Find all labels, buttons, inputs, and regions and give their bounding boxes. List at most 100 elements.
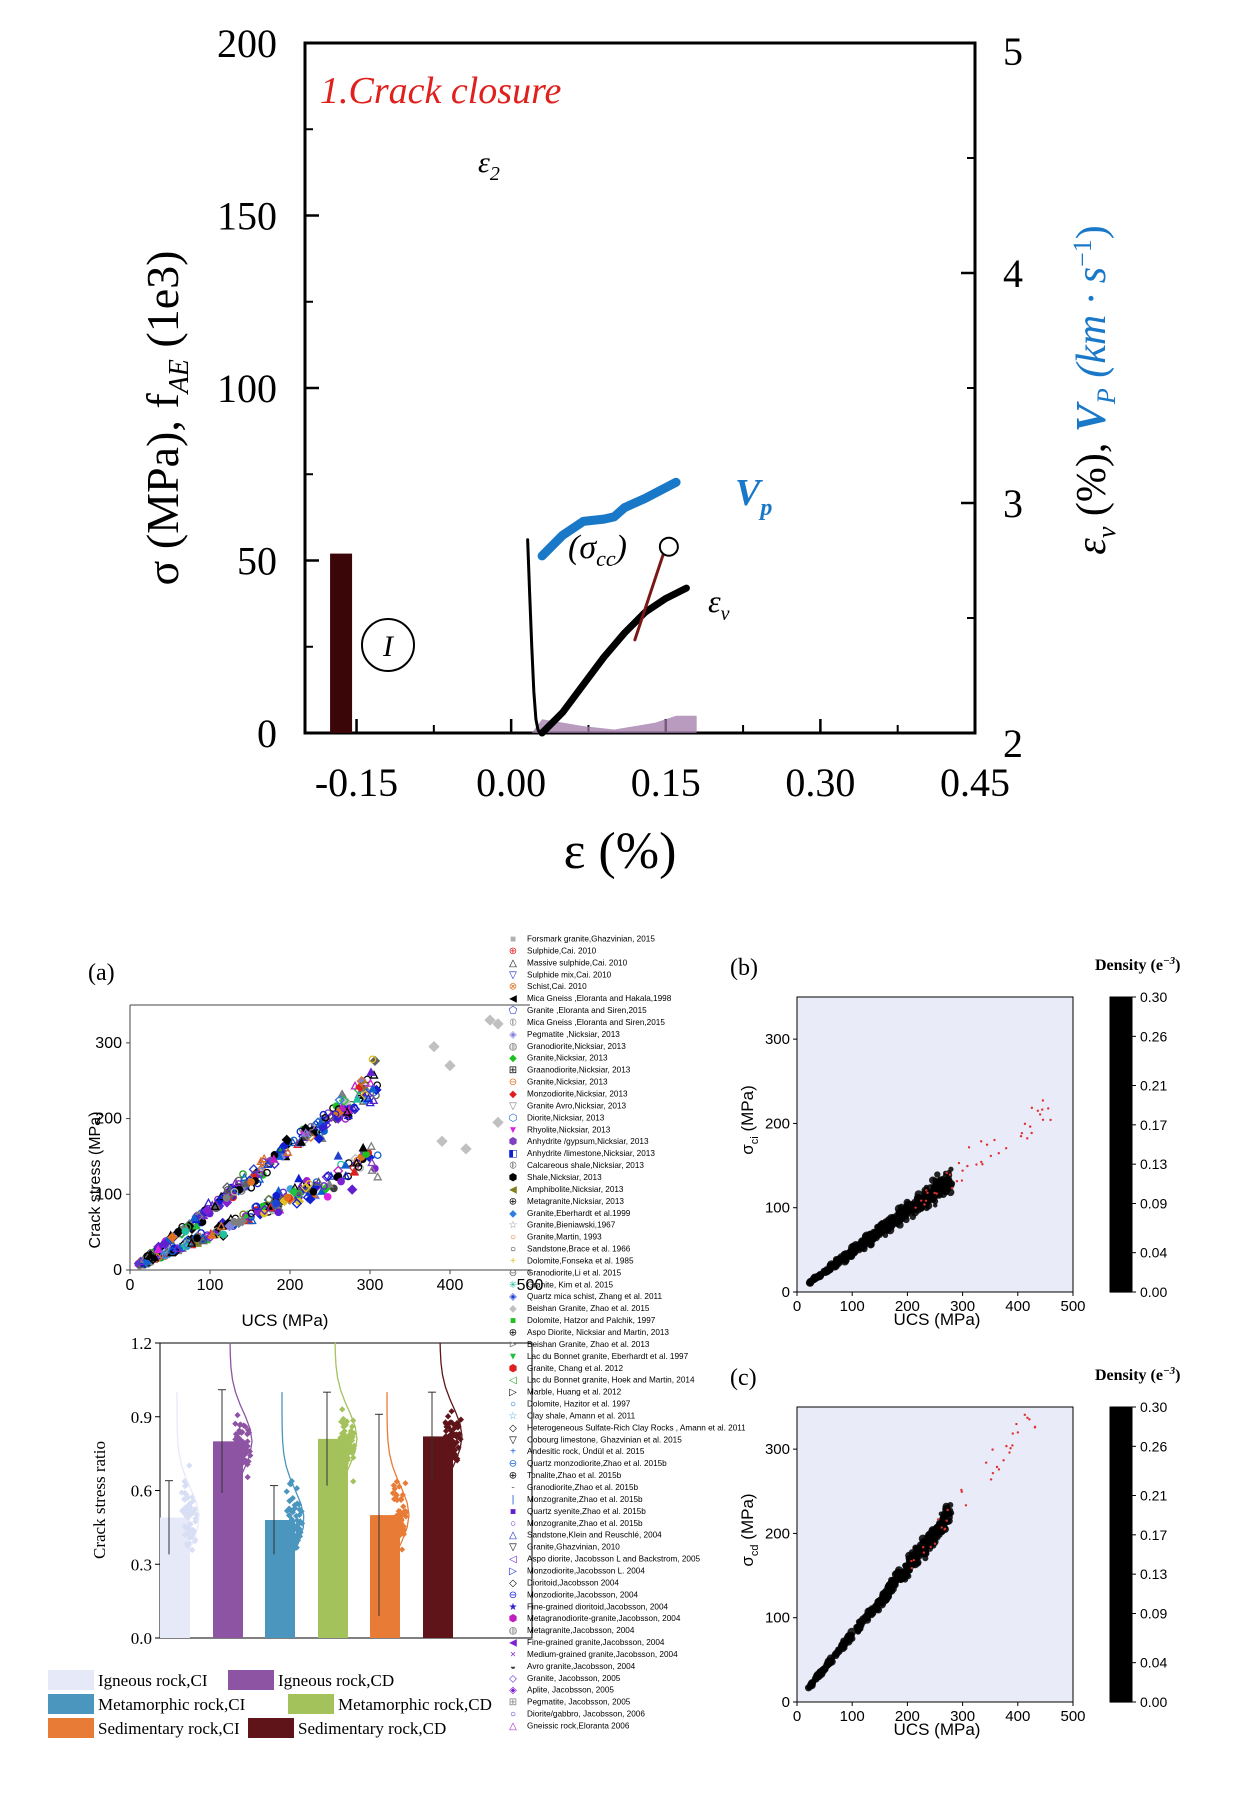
scatter-point <box>349 1103 361 1115</box>
ratio-point <box>342 1422 349 1429</box>
top-ytick-label: 100 <box>217 366 277 411</box>
scatter-point <box>373 1151 382 1160</box>
label-vp: Vp <box>735 472 772 521</box>
legend-source-label: Beishan Granite, Zhao et al. 2015 <box>527 1304 650 1313</box>
ratio-dist-curve <box>386 1392 410 1639</box>
legend-source-symbol: ▽ <box>509 970 517 981</box>
colorbar-segment <box>1110 1233 1132 1239</box>
colorbar-segment <box>1110 1421 1132 1428</box>
colorbar-segment <box>1110 1188 1132 1195</box>
top-strain-chart: -0.15 0.00 0.15 0.30 0.45 0 50 100 150 200 2 3 4 5 1.… <box>137 21 1121 880</box>
colorbar-segment <box>1110 1065 1132 1072</box>
density-outlier <box>1015 1422 1018 1426</box>
panel-a-ylabel: Crack stress (MPa) <box>87 1112 104 1249</box>
scatter-point <box>263 1168 271 1177</box>
panel-a-xtick-label: 200 <box>277 1277 304 1294</box>
density-xtick-label: 200 <box>895 1298 920 1315</box>
legend-source-symbol: ⊞ <box>509 1065 517 1076</box>
density-outlier <box>1030 1131 1033 1135</box>
ratio-bar <box>318 1438 348 1638</box>
colorbar-segment <box>1110 1510 1132 1516</box>
density-outlier <box>943 1528 946 1531</box>
scatter-point <box>366 1141 376 1150</box>
legend-source-symbol: △ <box>509 1721 517 1732</box>
density-outlier <box>960 1179 964 1182</box>
scatter-point <box>223 1186 232 1194</box>
colorbar-segment <box>1110 1515 1132 1521</box>
panel-a-scatter: (a) 0 100 200 300 400 500 0 100 200 300 UCS (MPa)… <box>87 960 543 1330</box>
legend-source-symbol: + <box>510 1256 516 1267</box>
density-cell <box>913 1197 921 1204</box>
colorbar-segment <box>1110 1134 1132 1141</box>
colorbar-segment <box>1110 1647 1132 1654</box>
ratio-point <box>389 1531 396 1538</box>
ratio-bar <box>265 1520 295 1638</box>
legend-source-symbol: ■ <box>510 1506 516 1517</box>
scatter-point <box>239 1172 249 1182</box>
colorbar-tick-label: 0.00 <box>1140 1694 1167 1710</box>
group-legend: Igneous rock,CI Igneous rock,CD Metamorphi… <box>48 1670 492 1738</box>
ratio-point <box>286 1497 293 1504</box>
legend-source-symbol: ◍ <box>509 1626 518 1637</box>
colorbar-segment <box>1110 1046 1132 1052</box>
colorbar-segment <box>1110 1031 1132 1037</box>
scatter-point <box>168 1247 177 1256</box>
colorbar-segment <box>1110 1070 1132 1077</box>
colorbar-segment <box>1110 1692 1132 1698</box>
legend-source-label: Dolomite,Fonseka et al. 1985 <box>527 1256 634 1265</box>
density-outlier <box>981 1163 984 1166</box>
panel-b-colorbar: 0.30 0.26 0.21 0.17 0.13 0.09 0.04 0.00 <box>1109 989 1167 1300</box>
ratio-point <box>349 1433 356 1441</box>
ratio-ytick-label: 0.6 <box>131 1482 152 1501</box>
colorbar-segment <box>1110 1144 1132 1151</box>
legend-source-symbol: ○ <box>510 1399 516 1410</box>
colorbar-segment <box>1110 1282 1132 1288</box>
colorbar-segment <box>1110 1682 1132 1688</box>
scatter-point <box>323 1192 332 1201</box>
density-cell <box>881 1597 887 1603</box>
scatter-point <box>428 1040 440 1053</box>
scatter-point <box>291 1198 303 1209</box>
density-cell <box>859 1237 867 1245</box>
density-cell <box>932 1177 938 1183</box>
ratio-bar-chart: 0.0 0.3 0.6 0.9 1.2 Crack stress ratio <box>90 1335 533 1648</box>
density-outlier <box>1028 1418 1031 1421</box>
colorbar-segment <box>1110 1100 1132 1106</box>
ratio-bar <box>423 1436 453 1638</box>
density-cell <box>942 1188 950 1196</box>
scatter-point <box>365 1078 376 1087</box>
scatter-point <box>347 1184 358 1195</box>
colorbar-segment <box>1110 1564 1132 1570</box>
ratio-point <box>185 1494 192 1501</box>
fae-bar <box>330 553 353 733</box>
ratio-point <box>286 1506 293 1513</box>
colorbar-segment <box>1110 1520 1132 1526</box>
legend-source-symbol: ⊕ <box>509 946 517 957</box>
colorbar-segment <box>1110 1218 1132 1224</box>
density-xtick-label: 400 <box>1005 1708 1030 1725</box>
ratio-point <box>448 1408 455 1415</box>
density-outlier <box>1016 1431 1020 1434</box>
density-outlier <box>922 1546 925 1549</box>
ratio-point <box>234 1411 241 1419</box>
colorbar-segment <box>1110 1505 1132 1511</box>
colorbar-segment <box>1110 1124 1132 1131</box>
legend-source-label: Diorite/gabbro, Jacobsson, 2006 <box>527 1710 645 1719</box>
colorbar-segment <box>1110 1228 1132 1234</box>
legend-source-label: Granodiorite,Zhao et al. 2015b <box>527 1483 639 1492</box>
legend-source-symbol: ⬠ <box>509 1006 518 1017</box>
legend-source-symbol: ☆ <box>509 1411 518 1422</box>
colorbar-segment <box>1110 1677 1132 1683</box>
legend-source-symbol: ⊳ <box>509 1339 517 1350</box>
panel-a-xtick-label: 0 <box>126 1277 135 1294</box>
ratio-point <box>444 1413 452 1420</box>
density-cell <box>890 1221 896 1227</box>
ratio-point <box>347 1427 355 1435</box>
legend-source-label: Granite,Bieniawski,1967 <box>527 1221 616 1230</box>
density-frame <box>796 1406 1074 1703</box>
colorbar-segment <box>1110 1574 1132 1580</box>
density-cell <box>898 1577 904 1584</box>
density-cell <box>880 1223 887 1231</box>
legend-source-label: Dolomite, Hazitor et al. 1997 <box>527 1400 631 1409</box>
density-outlier <box>1026 1137 1029 1140</box>
